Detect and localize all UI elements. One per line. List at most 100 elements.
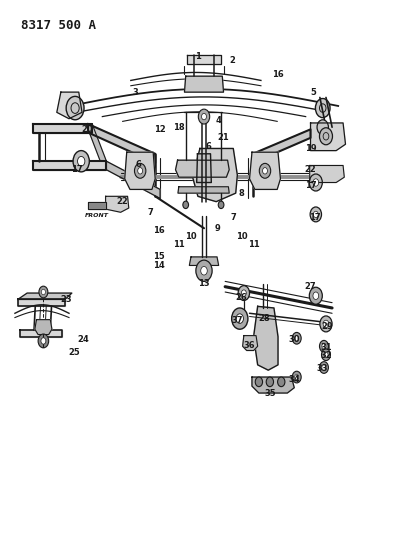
Polygon shape [88, 124, 155, 163]
Text: 16: 16 [153, 226, 164, 235]
Text: 32: 32 [321, 351, 333, 360]
Text: 17: 17 [309, 213, 320, 222]
Circle shape [39, 286, 48, 298]
Circle shape [322, 349, 330, 361]
Polygon shape [57, 92, 82, 119]
Circle shape [324, 352, 328, 358]
Circle shape [317, 120, 328, 135]
Text: 6: 6 [135, 160, 141, 169]
Text: 8317 500 A: 8317 500 A [21, 19, 96, 33]
Text: FRONT: FRONT [85, 213, 109, 219]
Circle shape [202, 114, 206, 120]
Text: 33: 33 [317, 364, 328, 373]
Polygon shape [18, 300, 65, 306]
Circle shape [183, 201, 188, 208]
Circle shape [236, 314, 244, 324]
Circle shape [138, 167, 143, 174]
Polygon shape [20, 330, 62, 337]
Circle shape [313, 179, 319, 186]
Text: 29: 29 [321, 321, 333, 330]
Polygon shape [193, 149, 237, 201]
Circle shape [41, 289, 45, 295]
Text: 26: 26 [235, 293, 247, 302]
Text: 13: 13 [198, 279, 210, 288]
Text: 9: 9 [214, 224, 220, 233]
Circle shape [196, 260, 212, 281]
Text: 4: 4 [215, 116, 221, 125]
Text: 28: 28 [258, 314, 270, 323]
Text: 35: 35 [264, 389, 276, 398]
Circle shape [218, 201, 224, 208]
Circle shape [323, 320, 329, 328]
Circle shape [322, 344, 326, 349]
Text: 5: 5 [310, 87, 316, 96]
Text: 14: 14 [153, 261, 164, 270]
Text: 34: 34 [288, 375, 300, 384]
Polygon shape [106, 196, 129, 212]
Text: 10: 10 [235, 232, 247, 241]
Text: 30: 30 [288, 335, 300, 344]
Text: 18: 18 [173, 123, 184, 132]
Text: 22: 22 [116, 197, 128, 206]
Circle shape [78, 157, 85, 166]
Circle shape [259, 164, 271, 178]
Polygon shape [250, 152, 280, 189]
Text: 17: 17 [71, 165, 83, 174]
Circle shape [309, 174, 322, 191]
Circle shape [319, 341, 328, 352]
Text: 23: 23 [61, 295, 72, 304]
Circle shape [309, 287, 322, 304]
Circle shape [322, 365, 326, 370]
Text: 16: 16 [272, 70, 284, 78]
Text: 2: 2 [230, 56, 235, 64]
Polygon shape [175, 160, 229, 177]
Text: 27: 27 [305, 282, 316, 291]
Text: 11: 11 [248, 240, 259, 249]
Polygon shape [310, 165, 344, 182]
Polygon shape [86, 124, 106, 161]
Text: 7: 7 [231, 213, 236, 222]
Circle shape [315, 99, 330, 118]
Polygon shape [178, 187, 229, 193]
Polygon shape [18, 293, 72, 300]
Text: 12: 12 [154, 125, 166, 134]
Circle shape [295, 374, 299, 379]
Text: 17: 17 [305, 181, 316, 190]
Polygon shape [125, 152, 155, 189]
Polygon shape [184, 76, 224, 92]
Circle shape [198, 109, 210, 124]
Text: 10: 10 [185, 232, 197, 241]
Text: 1: 1 [195, 52, 201, 61]
Circle shape [238, 286, 250, 301]
Circle shape [319, 362, 328, 373]
Circle shape [73, 151, 89, 172]
Circle shape [201, 266, 207, 275]
Circle shape [66, 96, 84, 120]
Circle shape [320, 316, 332, 332]
Text: 24: 24 [77, 335, 89, 344]
Text: 20: 20 [81, 125, 93, 134]
Circle shape [266, 377, 273, 386]
Circle shape [232, 308, 248, 329]
Polygon shape [310, 123, 346, 151]
Circle shape [292, 333, 301, 344]
Circle shape [310, 207, 322, 222]
Polygon shape [243, 336, 258, 351]
Polygon shape [33, 124, 92, 133]
Circle shape [313, 211, 318, 217]
Polygon shape [33, 161, 106, 169]
Circle shape [319, 128, 333, 145]
Text: 25: 25 [69, 348, 80, 357]
Polygon shape [88, 201, 106, 209]
Text: 31: 31 [321, 343, 333, 352]
Circle shape [292, 371, 301, 383]
Text: 36: 36 [244, 341, 255, 350]
Circle shape [135, 164, 146, 178]
Text: 22: 22 [305, 165, 317, 174]
Circle shape [313, 292, 319, 300]
Circle shape [38, 334, 49, 348]
Text: 37: 37 [232, 316, 243, 325]
Text: 15: 15 [153, 253, 164, 261]
Polygon shape [197, 154, 211, 182]
Polygon shape [254, 306, 278, 370]
